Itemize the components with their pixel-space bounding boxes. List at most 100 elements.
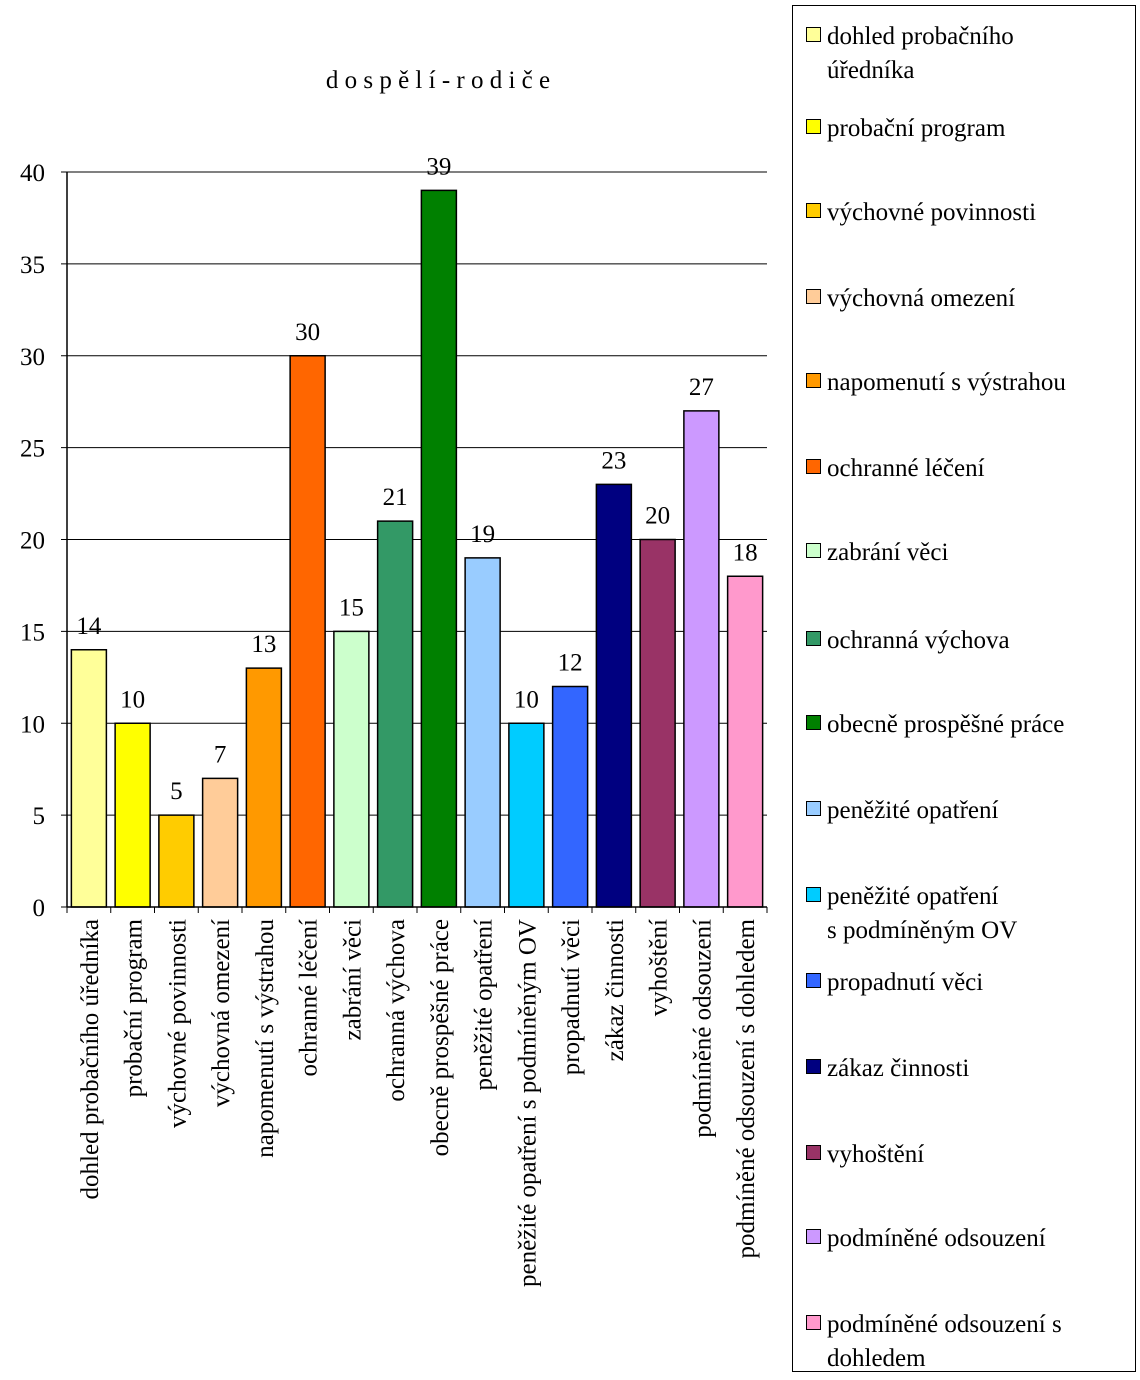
legend-label: ochranné léčení xyxy=(827,455,985,482)
data-label: 21 xyxy=(383,484,408,511)
bar xyxy=(245,667,283,908)
legend-item: napomenutí s výstrahou xyxy=(806,366,1136,400)
legend-item: výchovné povinnosti xyxy=(806,196,1136,230)
legend-item: vyhoštění xyxy=(806,1138,1136,1172)
legend: dohled probačního úředníka probační progr… xyxy=(792,5,1136,1372)
bar xyxy=(639,538,676,908)
y-tick-label: 30 xyxy=(20,344,45,371)
bar xyxy=(70,649,108,908)
legend-label: zákaz činnosti xyxy=(827,1055,970,1082)
x-tick-label: peněžité opatření xyxy=(471,919,498,1090)
legend-label: dohled probačního úředníka xyxy=(827,23,1014,84)
bar xyxy=(420,189,458,908)
data-label: 7 xyxy=(214,741,227,768)
legend-swatch xyxy=(806,801,821,816)
legend-label: vyhoštění xyxy=(827,1141,925,1168)
legend-label: podmíněné odsouzení s dohledem xyxy=(827,1311,1062,1372)
data-label: 5 xyxy=(170,778,183,805)
x-tick-label: výchovné povinnosti xyxy=(164,919,191,1128)
bar xyxy=(508,722,545,908)
legend-swatch xyxy=(806,289,821,304)
legend-swatch xyxy=(806,1315,821,1330)
data-label: 27 xyxy=(689,374,714,401)
bar xyxy=(551,685,589,908)
x-tick-label: propadnutí věci xyxy=(558,919,585,1075)
legend-swatch xyxy=(806,543,821,558)
legend-swatch xyxy=(806,203,821,218)
x-tick-label: podmíněné odsouzení xyxy=(689,919,716,1138)
legend-swatch xyxy=(806,27,821,42)
y-tick-label: 15 xyxy=(20,619,45,646)
data-label: 10 xyxy=(514,686,539,713)
x-tick-label: napomenutí s výstrahou xyxy=(252,919,279,1158)
legend-item: podmíněné odsouzení xyxy=(806,1222,1136,1256)
y-tick-label: 20 xyxy=(20,528,45,555)
x-tick-label: výchovná omezení xyxy=(208,919,235,1107)
legend-swatch xyxy=(806,631,821,646)
x-tick-label: zabrání věci xyxy=(339,919,366,1041)
bar xyxy=(464,557,501,908)
data-label: 23 xyxy=(601,447,626,474)
legend-label: peněžité opatření s podmíněným OV xyxy=(827,883,1018,944)
legend-item: výchovná omezení xyxy=(806,282,1136,316)
legend-item: propadnutí věci xyxy=(806,966,1136,1000)
y-tick-label: 10 xyxy=(20,711,45,738)
y-tick-label: 35 xyxy=(20,252,45,279)
legend-label: probační program xyxy=(827,115,1006,142)
bars: 14 10 5 7 13 30 15 21 39 19 10 12 23 20 27 18 xyxy=(70,153,764,908)
legend-item: dohled probačního úředníka xyxy=(806,20,1136,88)
y-tick-label: 40 xyxy=(20,160,45,187)
legend-label: výchovné povinnosti xyxy=(827,199,1037,226)
legend-label: propadnutí věci xyxy=(827,969,984,996)
x-tick-label: podmíněné odsouzení s dohledem xyxy=(733,918,760,1258)
x-tick-label: peněžité opatření s podmíněným OV xyxy=(514,919,541,1287)
bar xyxy=(158,814,195,908)
bar xyxy=(595,483,633,908)
legend-label: peněžité opatření xyxy=(827,797,999,824)
bar xyxy=(201,777,239,908)
data-label: 19 xyxy=(470,521,495,548)
y-tick-label: 0 xyxy=(33,895,46,922)
x-tick-label: ochranné léčení xyxy=(296,919,323,1077)
data-label: 13 xyxy=(251,631,276,658)
legend-item: probační program xyxy=(806,112,1136,146)
bar xyxy=(289,355,326,908)
data-label: 15 xyxy=(339,594,364,621)
legend-item: zabrání věci xyxy=(806,536,1136,570)
legend-item: obecně prospěšné práce xyxy=(806,708,1136,742)
legend-swatch xyxy=(806,715,821,730)
legend-label: výchovná omezení xyxy=(827,285,1016,312)
bar xyxy=(376,520,414,908)
data-label: 12 xyxy=(558,650,583,677)
legend-label: obecně prospěšné práce xyxy=(827,711,1065,738)
legend-swatch xyxy=(806,887,821,902)
gridlines xyxy=(67,171,767,816)
x-tick-label: zákaz činnosti xyxy=(602,919,629,1061)
legend-label: napomenutí s výstrahou xyxy=(827,369,1066,396)
data-label: 14 xyxy=(76,613,102,640)
legend-swatch xyxy=(806,1145,821,1160)
x-tick-label: ochranná výchova xyxy=(383,919,410,1102)
bar xyxy=(114,722,151,908)
legend-swatch xyxy=(806,973,821,988)
bar xyxy=(333,630,370,908)
legend-label: podmíněné odsouzení xyxy=(827,1225,1046,1252)
x-tick-label: vyhoštění xyxy=(646,919,673,1016)
legend-item: podmíněné odsouzení s dohledem xyxy=(806,1308,1136,1376)
legend-item: ochranné léčení xyxy=(806,452,1136,486)
bar xyxy=(683,410,720,908)
data-label: 39 xyxy=(426,153,451,180)
legend-swatch xyxy=(806,1059,821,1074)
data-label: 30 xyxy=(295,319,320,346)
legend-label: ochranná výchova xyxy=(827,627,1010,654)
data-label: 10 xyxy=(120,686,145,713)
data-label: 20 xyxy=(645,503,670,530)
bar xyxy=(726,575,764,908)
legend-swatch xyxy=(806,459,821,474)
legend-item: peněžité opatření s podmíněným OV xyxy=(806,880,1136,948)
y-tick-label: 5 xyxy=(33,803,46,830)
x-axis: dohled probačního úředníka probační progr… xyxy=(66,906,768,1287)
legend-label: zabrání věci xyxy=(827,539,949,566)
bar-chart: d o s p ě l í - r o d i č e 0 5 10 15 20 25 30… xyxy=(20,67,768,1287)
legend-item: zákaz činnosti xyxy=(806,1052,1136,1086)
